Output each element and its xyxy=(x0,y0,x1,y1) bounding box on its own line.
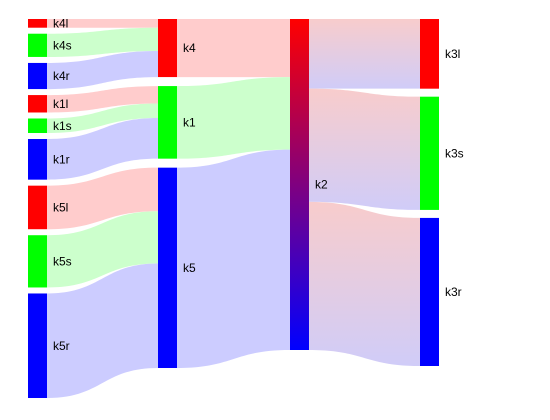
link-k2-k3s xyxy=(309,88,420,210)
node-label-k3s: k3s xyxy=(445,147,464,161)
node-k5 xyxy=(158,167,177,368)
node-k2 xyxy=(290,19,309,350)
node-label-k3r: k3r xyxy=(445,285,462,299)
link-k1s-k1 xyxy=(47,103,158,134)
link-k1r-k1 xyxy=(47,118,158,180)
link-k1l-k1 xyxy=(47,86,158,113)
node-label-k5r: k5r xyxy=(53,339,70,353)
node-label-k5l: k5l xyxy=(53,201,68,215)
node-k5s xyxy=(28,235,47,288)
link-k2-k3r xyxy=(309,201,420,366)
link-k5l-k5 xyxy=(47,167,158,230)
node-label-k1r: k1r xyxy=(53,153,70,167)
node-k4s xyxy=(28,33,47,57)
node-label-k4l: k4l xyxy=(53,17,68,31)
node-label-k4r: k4r xyxy=(53,69,70,83)
link-k4r-k4 xyxy=(47,50,158,90)
link-k4-k2 xyxy=(177,19,290,78)
node-label-k3l: k3l xyxy=(445,47,460,61)
node-k4l xyxy=(28,19,47,28)
node-k5r xyxy=(28,293,47,398)
link-k5s-k5 xyxy=(47,211,158,288)
node-k1 xyxy=(158,86,177,159)
link-k2-k3l xyxy=(309,19,420,89)
node-label-k4: k4 xyxy=(183,41,196,55)
node-k4 xyxy=(158,19,177,78)
nodes-layer xyxy=(28,19,439,398)
node-k5l xyxy=(28,185,47,230)
node-label-k1: k1 xyxy=(183,116,196,130)
links-layer xyxy=(47,19,420,398)
node-k3s xyxy=(420,96,439,210)
node-label-k1l: k1l xyxy=(53,97,68,111)
node-k3r xyxy=(420,217,439,366)
link-k1-k2 xyxy=(177,77,290,159)
node-label-k2: k2 xyxy=(315,178,328,192)
link-k4l-k4 xyxy=(47,19,158,28)
link-k5r-k5 xyxy=(47,263,158,398)
node-k1l xyxy=(28,95,47,113)
node-label-k4s: k4s xyxy=(53,39,72,53)
labels-layer: k4l k4s k4r k1l k1s k1r k5l k5s k5r k4 k1 k5 k2 k3l k3… xyxy=(53,17,464,353)
node-k4r xyxy=(28,62,47,90)
node-k1s xyxy=(28,118,47,134)
node-label-k5: k5 xyxy=(183,261,196,275)
node-label-k1s: k1s xyxy=(53,119,72,133)
node-k1r xyxy=(28,139,47,180)
link-k5-k2 xyxy=(177,149,290,368)
link-k4s-k4 xyxy=(47,27,158,57)
node-k3l xyxy=(420,19,439,89)
node-label-k5s: k5s xyxy=(53,255,72,269)
